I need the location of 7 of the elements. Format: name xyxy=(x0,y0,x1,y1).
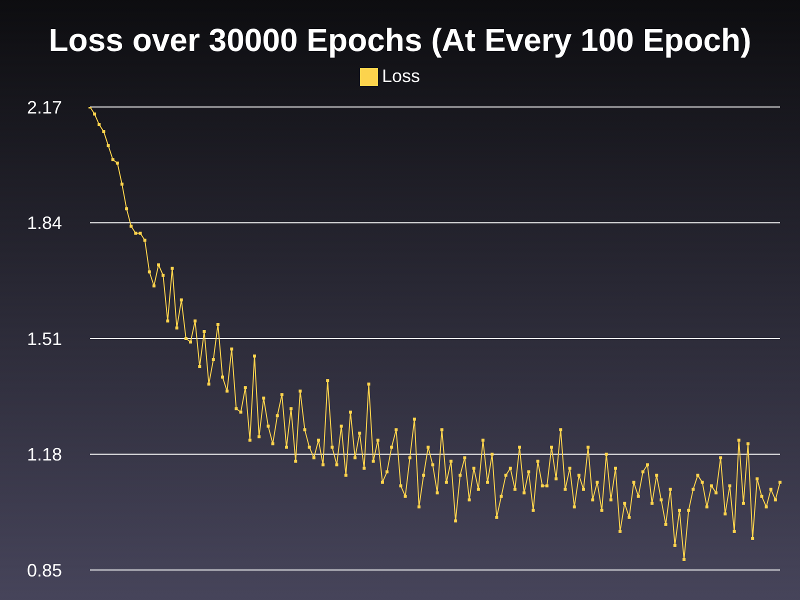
y-tick-label: 1.51 xyxy=(26,328,62,349)
legend-label: Loss xyxy=(382,66,420,86)
y-tick-label: 2.17 xyxy=(26,97,62,118)
y-tick-label: 1.84 xyxy=(26,213,62,234)
y-tick-label: 1.18 xyxy=(26,444,62,465)
chart-title: Loss over 30000 Epochs (At Every 100 Epoch) xyxy=(48,22,752,60)
y-tick-label: 0.85 xyxy=(26,560,62,580)
